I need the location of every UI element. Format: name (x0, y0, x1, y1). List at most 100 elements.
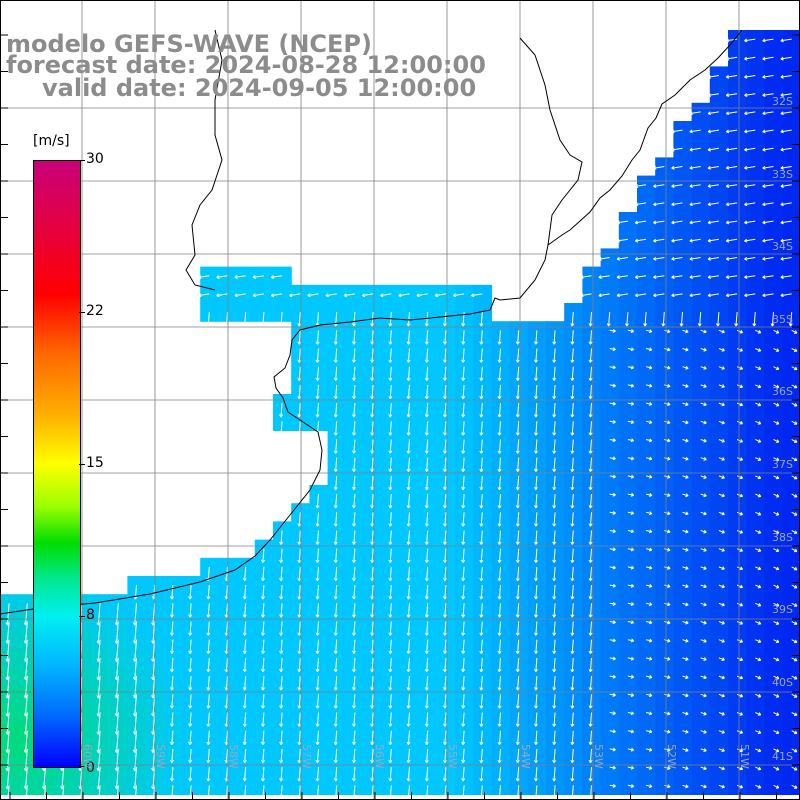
wind-arrow (700, 620, 707, 625)
wind-arrow (406, 676, 411, 691)
wind-speed-cell (327, 284, 347, 304)
wind-speed-cell (691, 284, 711, 304)
wind-speed-cell (764, 157, 784, 177)
wind-arrow (406, 785, 411, 800)
wind-arrow (736, 493, 744, 498)
wind-arrow (169, 639, 174, 654)
wind-arrow (361, 293, 374, 298)
wind-arrow (479, 639, 484, 654)
wind-arrow (736, 693, 744, 698)
wind-arrow (664, 329, 671, 334)
wind-arrow (333, 512, 338, 527)
wind-arrow (188, 694, 193, 709)
wind-arrow (333, 657, 338, 673)
wind-arrow (707, 220, 719, 225)
wind-speed-cell (691, 139, 711, 158)
wind-arrow (479, 767, 484, 782)
wind-speed-cell (691, 157, 711, 177)
wind-arrow (791, 493, 798, 498)
wind-speed-cell (655, 230, 674, 249)
wind-speed-cell (782, 667, 800, 686)
wind-arrow (700, 511, 707, 516)
wind-arrow (533, 621, 538, 636)
wind-speed-cell (655, 175, 674, 195)
wind-arrow (388, 621, 393, 636)
wind-arrow (515, 603, 520, 618)
wind-arrow (664, 565, 671, 570)
wind-arrow (664, 383, 671, 388)
wind-arrow (515, 694, 520, 709)
wind-arrow (682, 329, 689, 334)
wind-arrow (388, 512, 393, 527)
wind-arrow (609, 693, 616, 697)
wind-arrow (725, 202, 738, 207)
wind-arrow (515, 475, 520, 491)
wind-arrow (351, 475, 356, 491)
wind-arrow (664, 693, 671, 698)
wind-arrow (588, 657, 593, 673)
wind-arrow (370, 676, 375, 691)
wind-arrow (479, 366, 484, 381)
wind-arrow (744, 147, 756, 152)
wind-arrow (188, 657, 193, 673)
wind-arrow (442, 512, 447, 527)
wind-arrow (188, 748, 193, 764)
wind-speed-cell (746, 248, 765, 268)
wind-arrow (570, 676, 575, 691)
wind-arrow (755, 475, 762, 480)
wind-arrow (700, 347, 707, 352)
wind-arrow (497, 457, 502, 472)
wind-arrow (773, 657, 780, 662)
wind-arrow (198, 293, 210, 298)
wind-arrow (370, 457, 375, 472)
wind-arrow (700, 784, 707, 789)
wind-speed-cell (782, 703, 800, 723)
wind-arrow (627, 329, 635, 333)
wind-speed-cell (728, 248, 747, 268)
wind-arrow (736, 366, 744, 370)
wind-arrow (279, 657, 284, 673)
wind-arrow (533, 548, 538, 563)
wind-arrow (627, 765, 635, 770)
wind-arrow (609, 511, 616, 515)
wind-arrow (773, 730, 780, 735)
wind-arrow (260, 585, 265, 600)
wind-arrow (260, 566, 265, 582)
wind-arrow (755, 712, 762, 716)
wind-arrow (333, 566, 338, 582)
wind-arrow (752, 312, 757, 327)
wind-arrow (616, 256, 628, 261)
lon-label: 54W (519, 744, 532, 769)
wind-arrow (707, 74, 719, 79)
wind-arrow (242, 621, 247, 636)
wind-arrow (645, 602, 653, 607)
lat-label: 32S (772, 95, 793, 108)
wind-arrow (755, 511, 762, 516)
wind-speed-cell (473, 284, 492, 304)
wind-arrow (388, 530, 393, 545)
wind-arrow (682, 602, 689, 607)
wind-speed-cell (709, 284, 729, 304)
wind-arrow (707, 111, 719, 116)
wind-arrow (707, 275, 719, 279)
wind-arrow (609, 492, 616, 497)
wind-speed-cell (764, 193, 784, 213)
wind-arrow (682, 384, 689, 388)
wind-arrow (351, 657, 356, 673)
wind-speed-cell (782, 503, 800, 522)
wind-arrow (664, 620, 671, 625)
wind-arrow (755, 639, 762, 643)
wind-arrow (671, 275, 683, 279)
wind-arrow (533, 348, 538, 363)
wind-arrow (791, 420, 798, 425)
wind-arrow (370, 494, 375, 509)
wind-arrow (645, 329, 653, 334)
wind-arrow (725, 93, 738, 97)
colorbar-unit: [m/s] (33, 133, 70, 149)
wind-arrow (552, 457, 557, 472)
wind-arrow (442, 639, 447, 654)
wind-arrow (609, 638, 616, 643)
wind-arrow (388, 548, 393, 563)
wind-arrow (627, 711, 635, 716)
